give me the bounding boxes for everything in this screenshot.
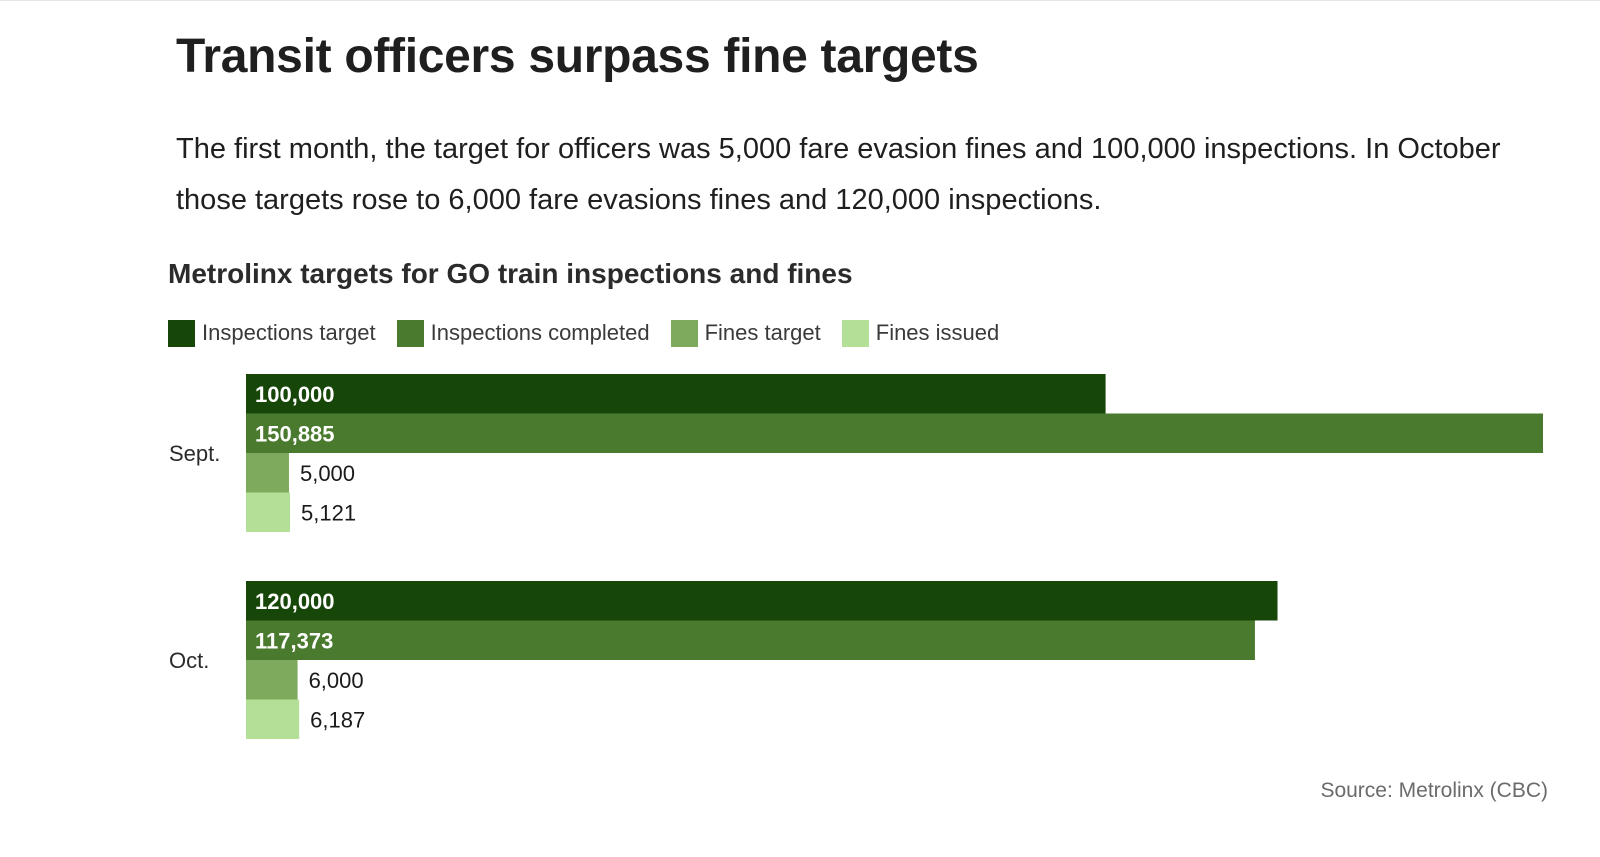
legend-swatch-inspections-completed <box>396 319 424 347</box>
data-label-inspections-target-sept: 100,000 <box>255 382 335 407</box>
legend-swatch-fines-issued <box>841 319 869 347</box>
legend-label-inspections-completed: Inspections completed <box>430 320 650 345</box>
bar-inspections-target-sept <box>246 374 1106 414</box>
data-label-inspections-target-oct: 120,000 <box>255 589 335 614</box>
category-label-oct: Oct. <box>169 648 209 673</box>
page-title: Transit officers surpass fine targets <box>176 30 979 83</box>
chart-legend: Inspections target Inspections completed… <box>168 318 1020 348</box>
source-note: Source: Metrolinx (CBC) <box>1320 779 1548 802</box>
chart-title: Metrolinx targets for GO train inspectio… <box>168 258 853 289</box>
legend-item-fines-issued: Fines issued <box>841 319 1000 347</box>
legend-label-inspections-target: Inspections target <box>202 320 376 345</box>
legend-swatch-inspections-target <box>168 319 195 347</box>
legend-item-inspections-completed: Inspections completed <box>396 319 650 347</box>
data-label-fines-target-sept: 5,000 <box>300 461 355 486</box>
legend-swatch-fines-target <box>670 319 698 347</box>
data-label-fines-issued-oct: 6,187 <box>310 707 365 732</box>
top-divider <box>0 0 1600 1</box>
category-label-sept: Sept. <box>169 441 220 466</box>
data-label-fines-target-oct: 6,000 <box>309 668 364 693</box>
bar-fines-issued-oct <box>246 699 300 739</box>
page-description: The first month, the target for officers… <box>176 133 1501 216</box>
legend-item-fines-target: Fines target <box>670 319 821 347</box>
bar-fines-target-sept <box>246 453 289 493</box>
legend-item-inspections-target: Inspections target <box>168 319 376 347</box>
legend-label-fines-issued: Fines issued <box>875 320 1000 345</box>
data-label-inspections-completed-sept: 150,885 <box>255 421 335 446</box>
data-label-fines-issued-sept: 5,121 <box>301 500 356 525</box>
bar-inspections-completed-sept <box>246 413 1543 453</box>
data-label-inspections-completed-oct: 117,373 <box>255 628 333 653</box>
bar-fines-issued-sept <box>246 492 291 532</box>
bar-inspections-completed-oct <box>246 620 1255 660</box>
bar-inspections-target-oct <box>246 581 1278 621</box>
bar-fines-target-oct <box>246 660 298 700</box>
legend-label-fines-target: Fines target <box>704 320 821 345</box>
